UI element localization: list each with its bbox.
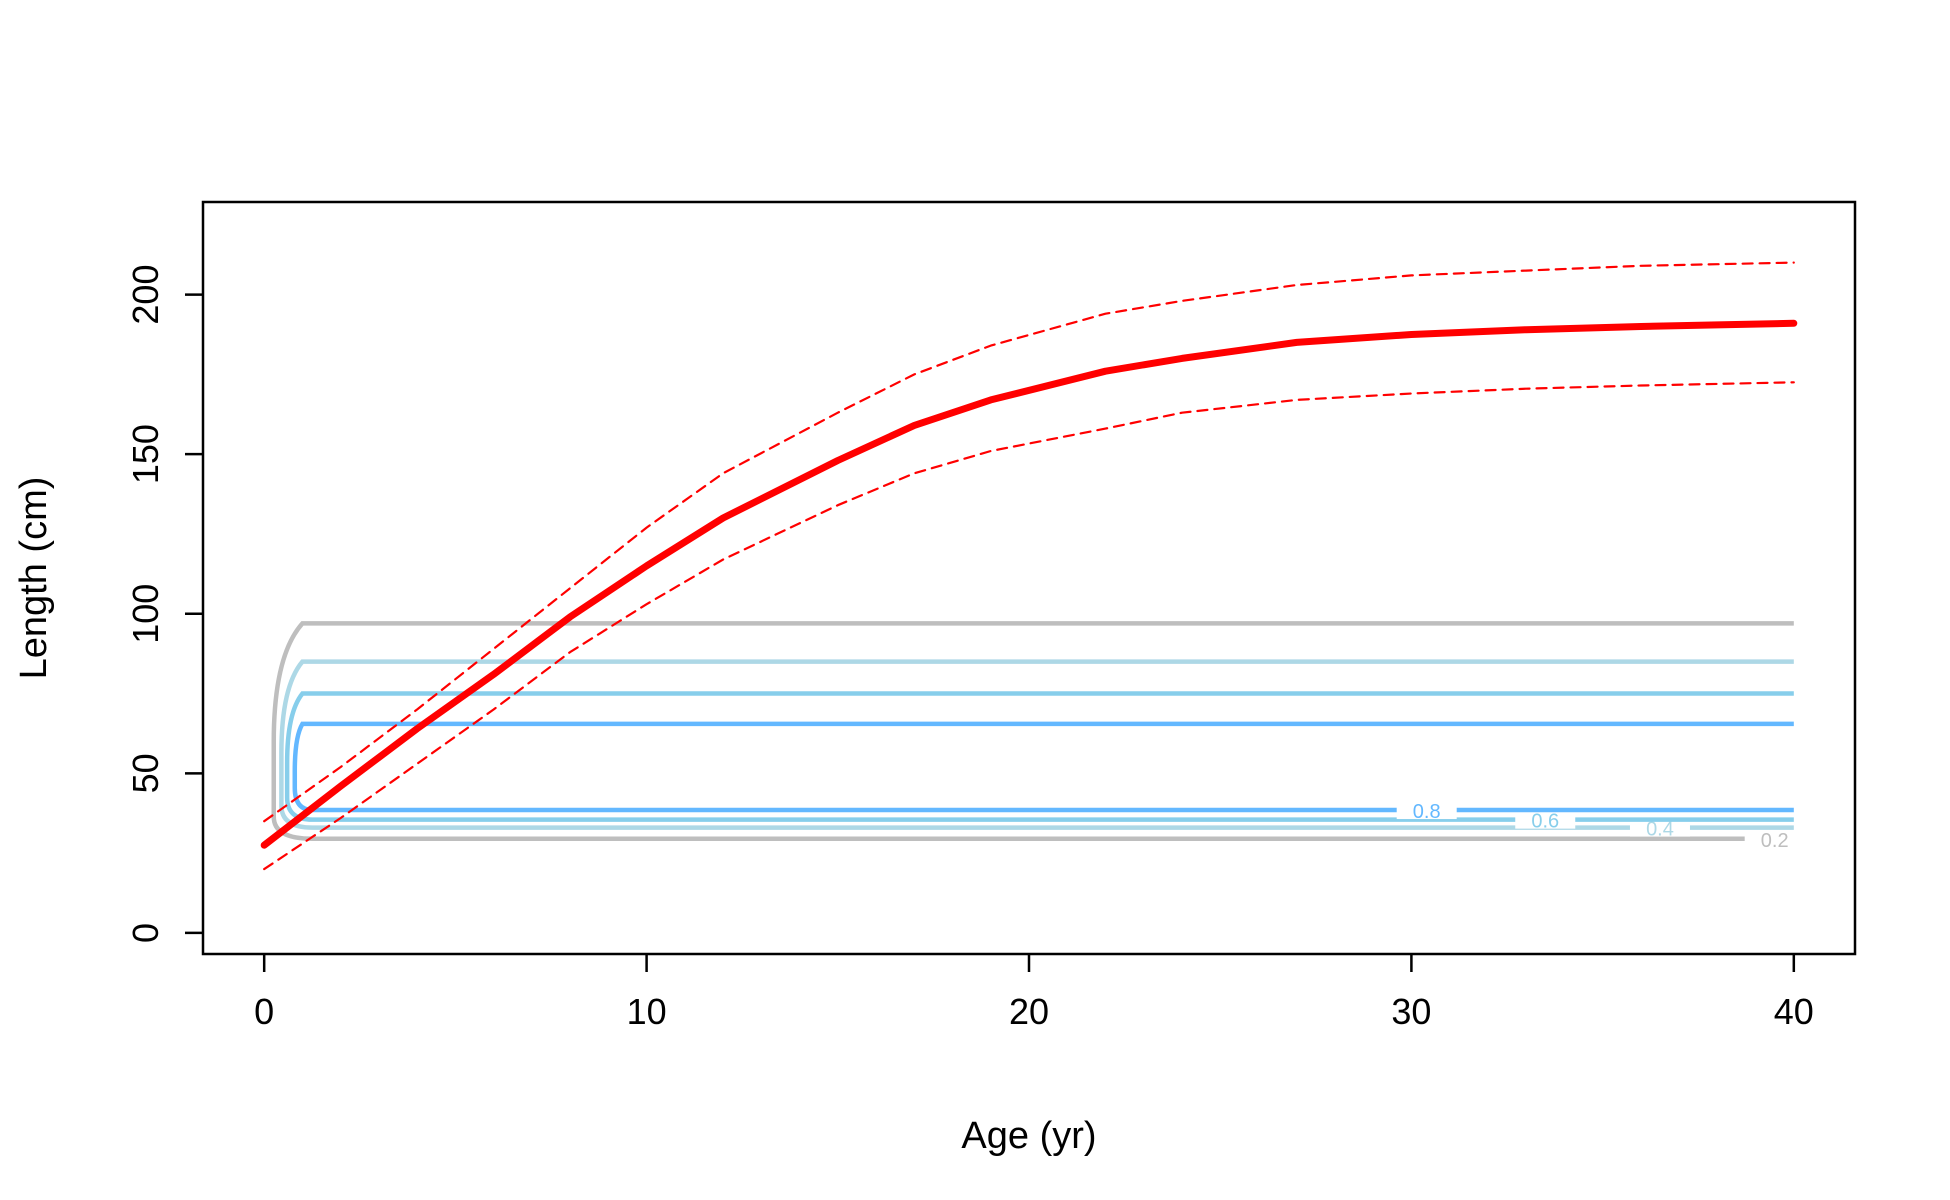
series-layer [260, 261, 1798, 871]
contour-label-gap [1515, 810, 1576, 829]
contour-line-0.4 [279, 659, 1794, 830]
contour-line-0.6 [284, 691, 1794, 822]
x-tick-label: 30 [1391, 991, 1431, 1032]
y-tick-label: 200 [125, 265, 166, 325]
contour-label-gap [1744, 829, 1805, 848]
plot-frame [201, 200, 1857, 956]
contour-label: 0.8 [1413, 801, 1441, 823]
contour-label-gap [1396, 801, 1457, 820]
y-axis: 0 50 100 150 200 [125, 265, 203, 943]
x-tick-label: 20 [1009, 991, 1049, 1032]
x-axis: 0 10 20 30 40 [254, 954, 1814, 1032]
y-tick-label: 50 [125, 753, 166, 793]
y-tick-label: 150 [125, 424, 166, 484]
y-tick-label: 100 [125, 584, 166, 644]
y-tick-label: 0 [125, 923, 166, 943]
x-tick-label: 0 [254, 991, 274, 1032]
contour-line-0.2 [271, 621, 1794, 842]
series-line-mean [260, 319, 1798, 849]
contour-layer: 0.2 0.4 0.6 0.8 [271, 621, 1805, 852]
contour-line-0.8 [292, 721, 1794, 813]
y-axis-label: Length (cm) [13, 477, 55, 680]
series-line-lower [263, 381, 1795, 871]
contour-label: 0.4 [1646, 819, 1674, 841]
contour-label-gap [1629, 818, 1690, 837]
x-tick-label: 10 [627, 991, 667, 1032]
x-tick-label: 40 [1774, 991, 1814, 1032]
x-axis-label: Age (yr) [961, 1115, 1096, 1157]
contour-label: 0.2 [1761, 830, 1789, 852]
series-line-upper [263, 261, 1795, 823]
contour-label: 0.6 [1531, 811, 1559, 833]
